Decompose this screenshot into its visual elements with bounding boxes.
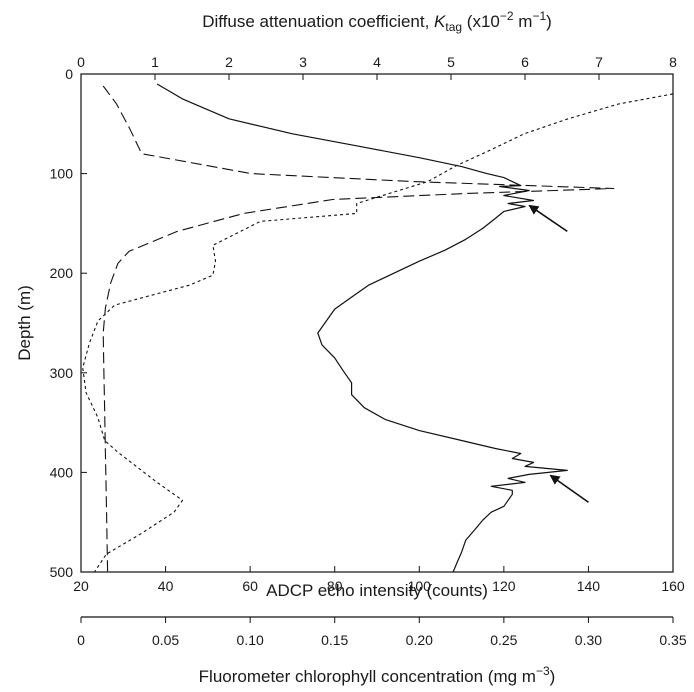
chlorophyll-tick-label: 0.25 [490,632,517,648]
attenuation-tick-label: 1 [151,54,159,70]
echo-tick-label: 40 [158,578,174,594]
attenuation-tick-label: 7 [595,54,603,70]
attenuation-tick-label: 6 [521,54,529,70]
attenuation-axis: 0 1 2 3 4 5 6 7 8 [77,54,677,80]
chlorophyll-axis: 0 0.05 0.10 0.15 0.20 0.25 0.30 0.35 [77,617,687,648]
echo-tick-label: 140 [577,578,601,594]
echo-tick-label: 160 [661,578,685,594]
depth-axis-title: Depth (m) [15,285,34,361]
attenuation-tick-label: 5 [447,54,455,70]
depth-tick-label: 0 [65,66,73,82]
echo-tick-label: 120 [492,578,516,594]
echo-tick-label: 20 [73,578,89,594]
annotation-arrow [550,475,588,502]
depth-tick-label: 300 [50,365,74,381]
dashed-series-line [103,86,614,572]
attenuation-tick-label: 8 [669,54,677,70]
attenuation-tick-label: 4 [373,54,381,70]
echo-tick-label: 60 [242,578,258,594]
chlorophyll-tick-label: 0 [77,632,85,648]
chlorophyll-tick-label: 0.05 [152,632,179,648]
depth-tick-label: 400 [50,464,74,480]
solid-series-line [157,84,567,572]
annotation-layer [529,205,588,502]
chlorophyll-tick-label: 0.20 [406,632,433,648]
attenuation-tick-label: 3 [299,54,307,70]
attenuation-axis-title: Diffuse attenuation coefficient, Ktag (x… [202,9,552,34]
chlorophyll-tick-label: 0.35 [659,632,686,648]
echo-axis-title: ADCP echo intensity (counts) [266,581,488,600]
chlorophyll-tick-label: 0.15 [321,632,348,648]
chlorophyll-axis-title: Fluorometer chlorophyll concentration (m… [199,664,556,686]
depth-tick-label: 500 [50,564,74,580]
depth-tick-label: 200 [50,265,74,281]
attenuation-tick-label: 0 [77,54,85,70]
depth-tick-label: 100 [50,166,74,182]
annotation-arrow [529,205,567,231]
chlorophyll-tick-label: 0.10 [237,632,264,648]
attenuation-tick-label: 2 [225,54,233,70]
chlorophyll-tick-label: 0.30 [575,632,602,648]
plot-frame [81,74,673,572]
